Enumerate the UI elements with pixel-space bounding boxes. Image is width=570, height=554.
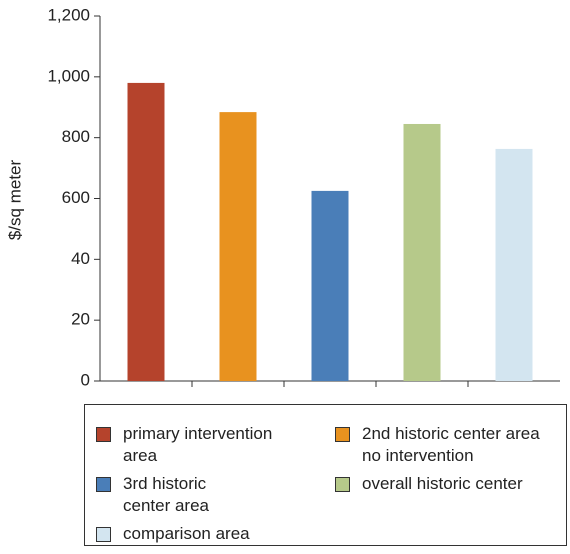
legend-label: comparison area	[123, 524, 250, 543]
legend-label: primary intervention area	[123, 424, 273, 465]
y-tick-label: 0	[81, 370, 90, 389]
y-axis-label: $/sq meter	[5, 160, 24, 241]
legend-label: overall historic center	[362, 474, 523, 493]
legend-item: overall historic center	[335, 473, 560, 495]
legend-swatch	[96, 427, 111, 442]
bar	[403, 123, 441, 382]
bar	[495, 148, 533, 381]
legend-swatch	[96, 477, 111, 492]
legend-swatch	[335, 477, 350, 492]
bar	[127, 82, 165, 382]
legend: primary intervention area 2nd historic ce…	[84, 404, 567, 546]
y-tick-label: 600	[62, 188, 90, 207]
legend-swatch	[335, 427, 350, 442]
legend-item: 2nd historic center area no intervention	[335, 423, 560, 467]
legend-label: 3rd historic center area	[123, 474, 209, 515]
legend-swatch	[96, 527, 111, 542]
bar	[311, 190, 349, 381]
y-tick-label: 1,000	[47, 66, 90, 85]
y-tick-label: 20	[71, 310, 90, 329]
y-tick-label: 800	[62, 127, 90, 146]
legend-item: comparison area	[96, 523, 301, 545]
y-tick-label: 1,200	[47, 5, 90, 24]
legend-label: 2nd historic center area no intervention	[362, 424, 540, 465]
legend-item: 3rd historic center area	[96, 473, 246, 517]
bar	[219, 112, 257, 381]
legend-item: primary intervention area	[96, 423, 301, 467]
y-tick-label: 40	[71, 249, 90, 268]
plot: $/sq meter 0 20 40 600 800 1,000 1,200	[5, 5, 560, 389]
